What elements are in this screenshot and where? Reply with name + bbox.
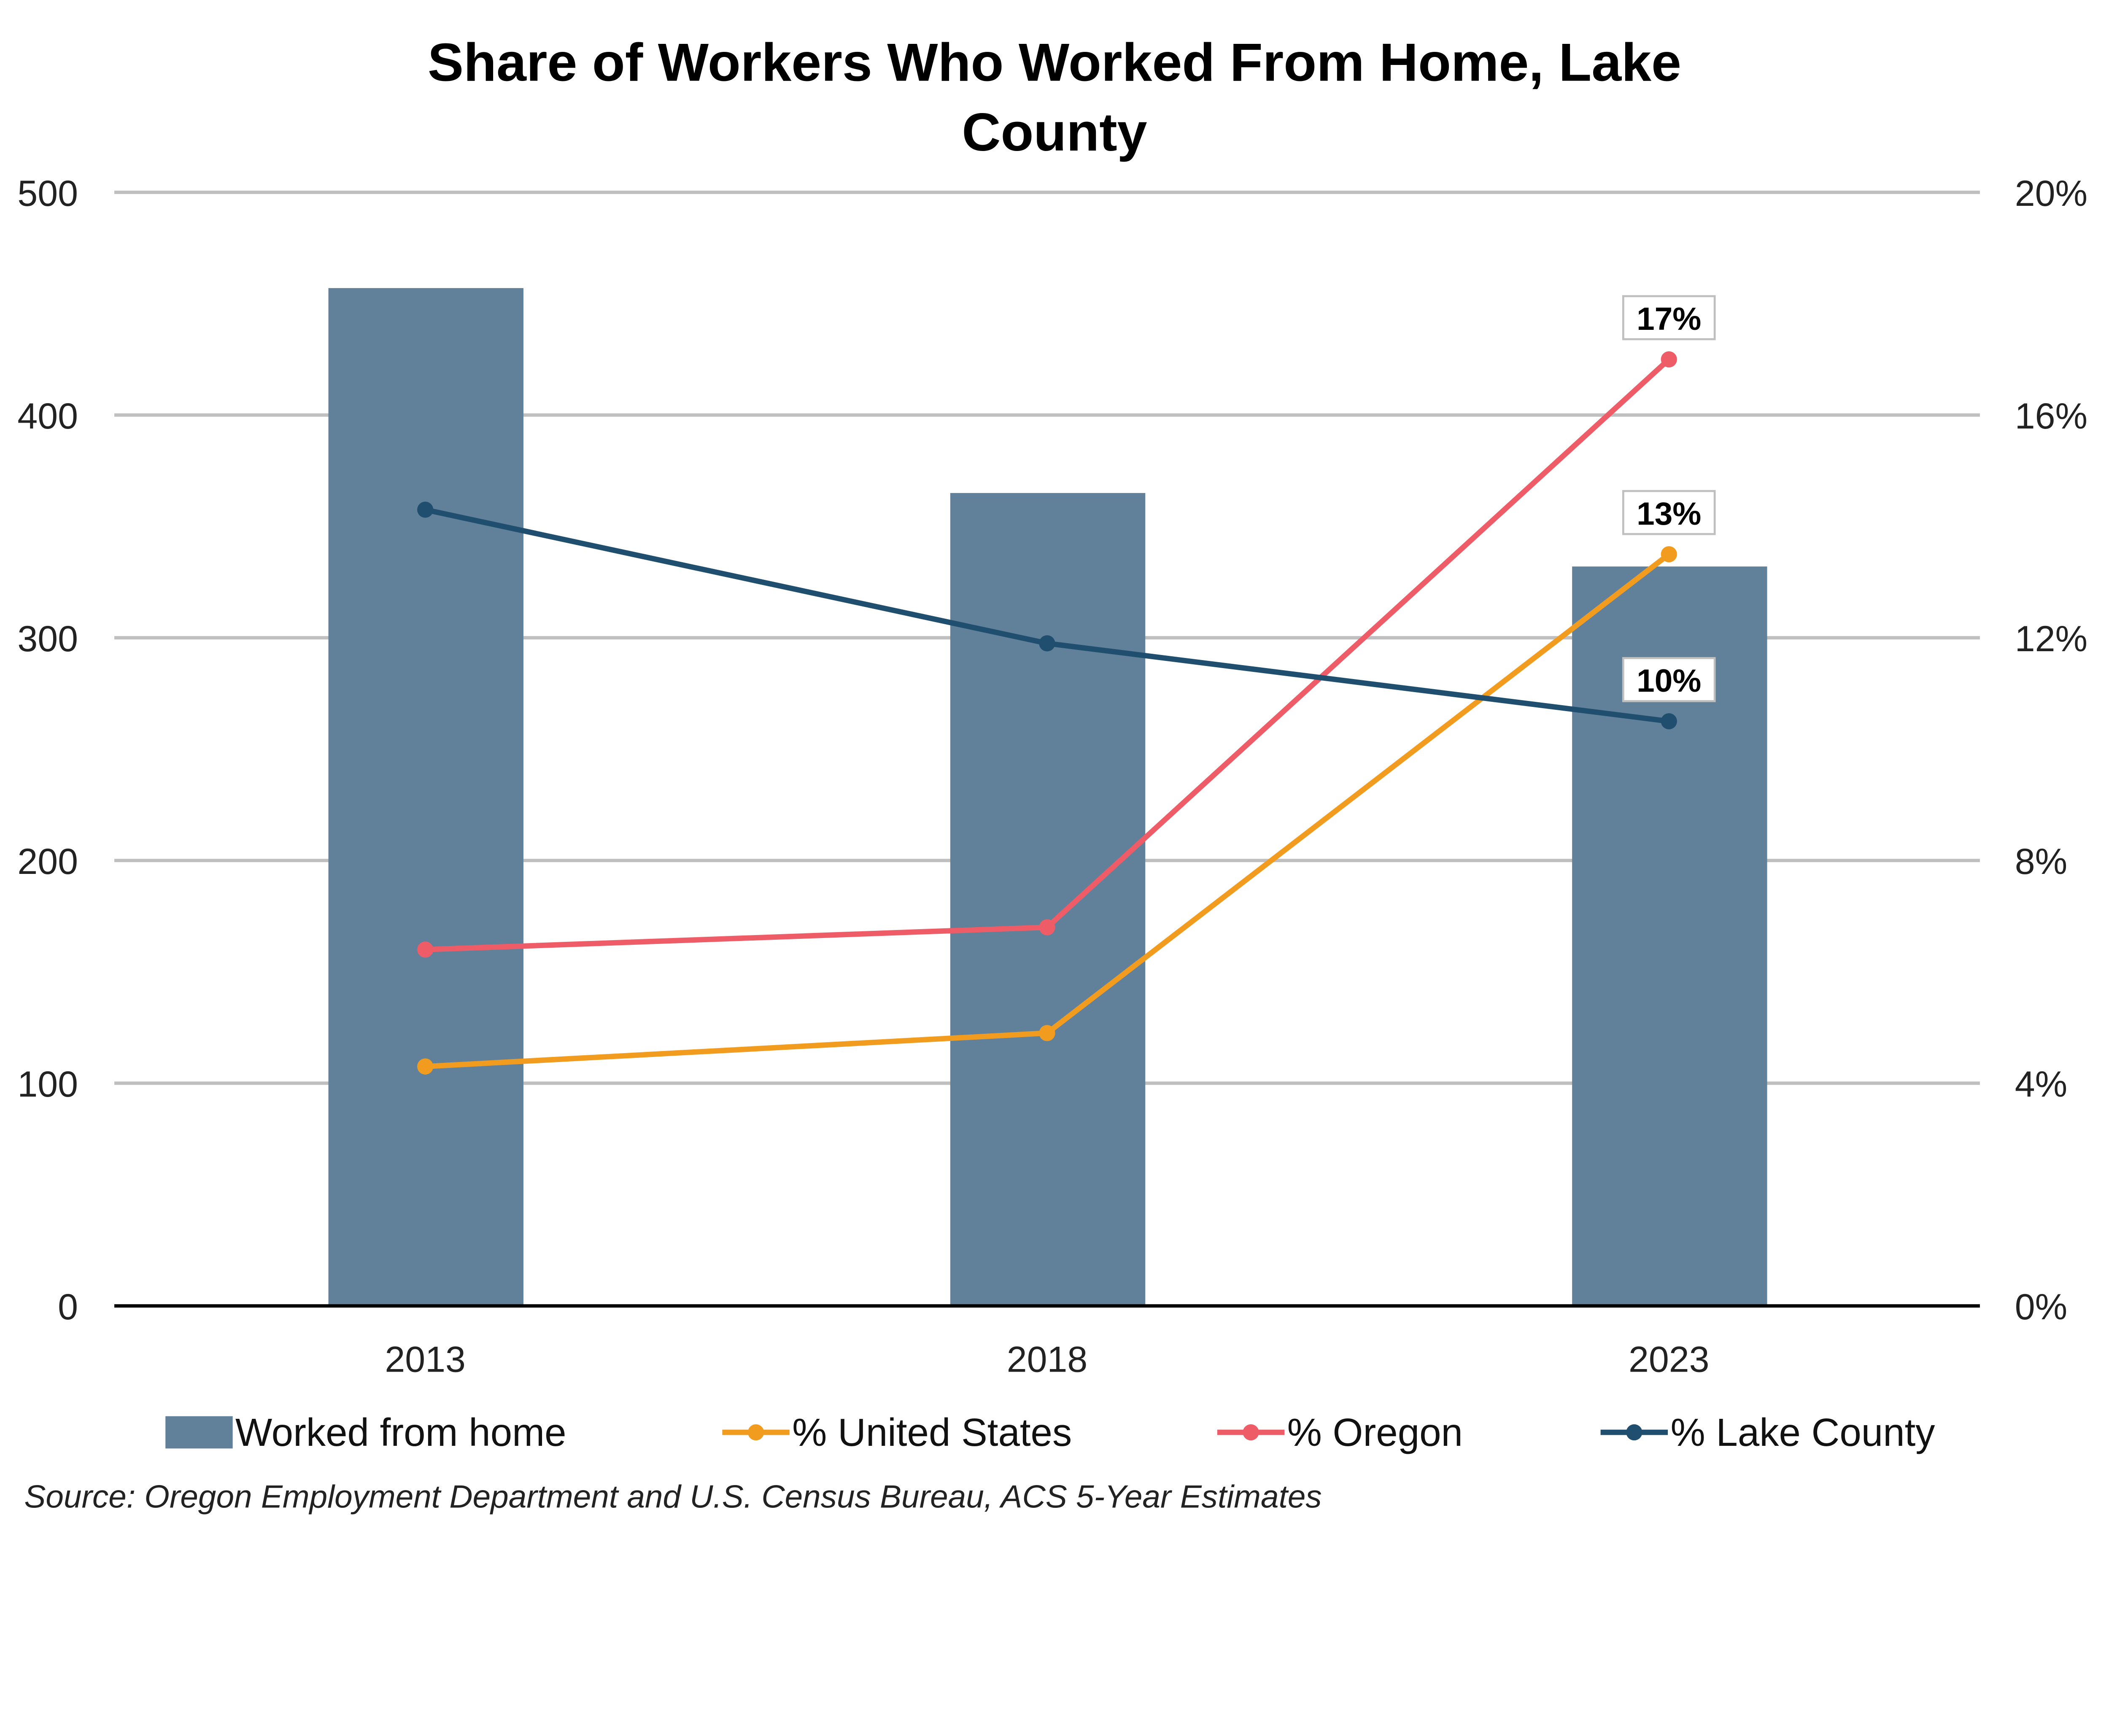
data-label-box [1622, 490, 1716, 535]
right-tick-label: 12% [2015, 619, 2087, 659]
chart-title-line-2: County [962, 102, 1147, 162]
x-tick-label: 2018 [1007, 1340, 1088, 1380]
legend-swatch-marker [1243, 1424, 1259, 1441]
chart: Share of Workers Who Worked From Home, L… [17, 32, 2087, 1515]
right-tick-label: 0% [2015, 1287, 2067, 1327]
point-united-states-2013 [417, 1058, 434, 1075]
right-tick-label: 16% [2015, 396, 2087, 437]
point-oregon-2023 [1661, 351, 1677, 368]
left-tick-label: 500 [17, 173, 78, 214]
legend-label: % Oregon [1287, 1410, 1463, 1454]
point-oregon-2018 [1039, 919, 1055, 935]
data-label-oregon: 17% [1637, 301, 1701, 337]
x-tick-label: 2013 [385, 1340, 465, 1380]
right-tick-label: 20% [2015, 173, 2087, 214]
legend-label: Worked from home [235, 1410, 566, 1454]
left-tick-label: 0 [58, 1287, 78, 1327]
point-lake-county-2018 [1039, 635, 1055, 652]
bar-2013 [328, 288, 523, 1306]
data-label-box [1622, 657, 1716, 702]
right-tick-label: 4% [2015, 1064, 2067, 1105]
legend: Worked from home % United States % Oregon%… [165, 1410, 1935, 1454]
point-united-states-2018 [1039, 1025, 1055, 1041]
legend-swatch-marker [747, 1424, 764, 1441]
left-tick-label: 200 [17, 841, 78, 882]
point-lake-county-2023 [1661, 713, 1677, 730]
legend-swatch-bar [165, 1416, 233, 1449]
data-label-box [1622, 295, 1716, 340]
left-tick-label: 100 [17, 1064, 78, 1105]
legend-label: % United States [792, 1410, 1072, 1454]
source-note: Source: Oregon Employment Department and… [24, 1479, 1321, 1515]
chart-title-line-1: Share of Workers Who Worked From Home, L… [428, 32, 1681, 92]
bar-2018 [950, 493, 1146, 1306]
x-tick-label: 2023 [1629, 1340, 1710, 1380]
legend-label: % Lake County [1670, 1410, 1935, 1454]
point-oregon-2013 [417, 941, 434, 958]
bars [328, 288, 1767, 1306]
point-lake-county-2013 [417, 501, 434, 518]
lines: 13% 17% 10% [417, 295, 1716, 1075]
axes: 0 0% 100 4% 200 8% 300 12% 400 16% 500 20% 2013 2018 2… [17, 173, 2087, 1380]
data-label-united-states: 13% [1637, 496, 1701, 532]
data-label-lake-county: 10% [1637, 663, 1701, 699]
right-tick-label: 8% [2015, 841, 2067, 882]
left-tick-label: 400 [17, 396, 78, 437]
point-united-states-2023 [1661, 546, 1677, 563]
left-tick-label: 300 [17, 619, 78, 659]
legend-swatch-marker [1626, 1424, 1642, 1441]
